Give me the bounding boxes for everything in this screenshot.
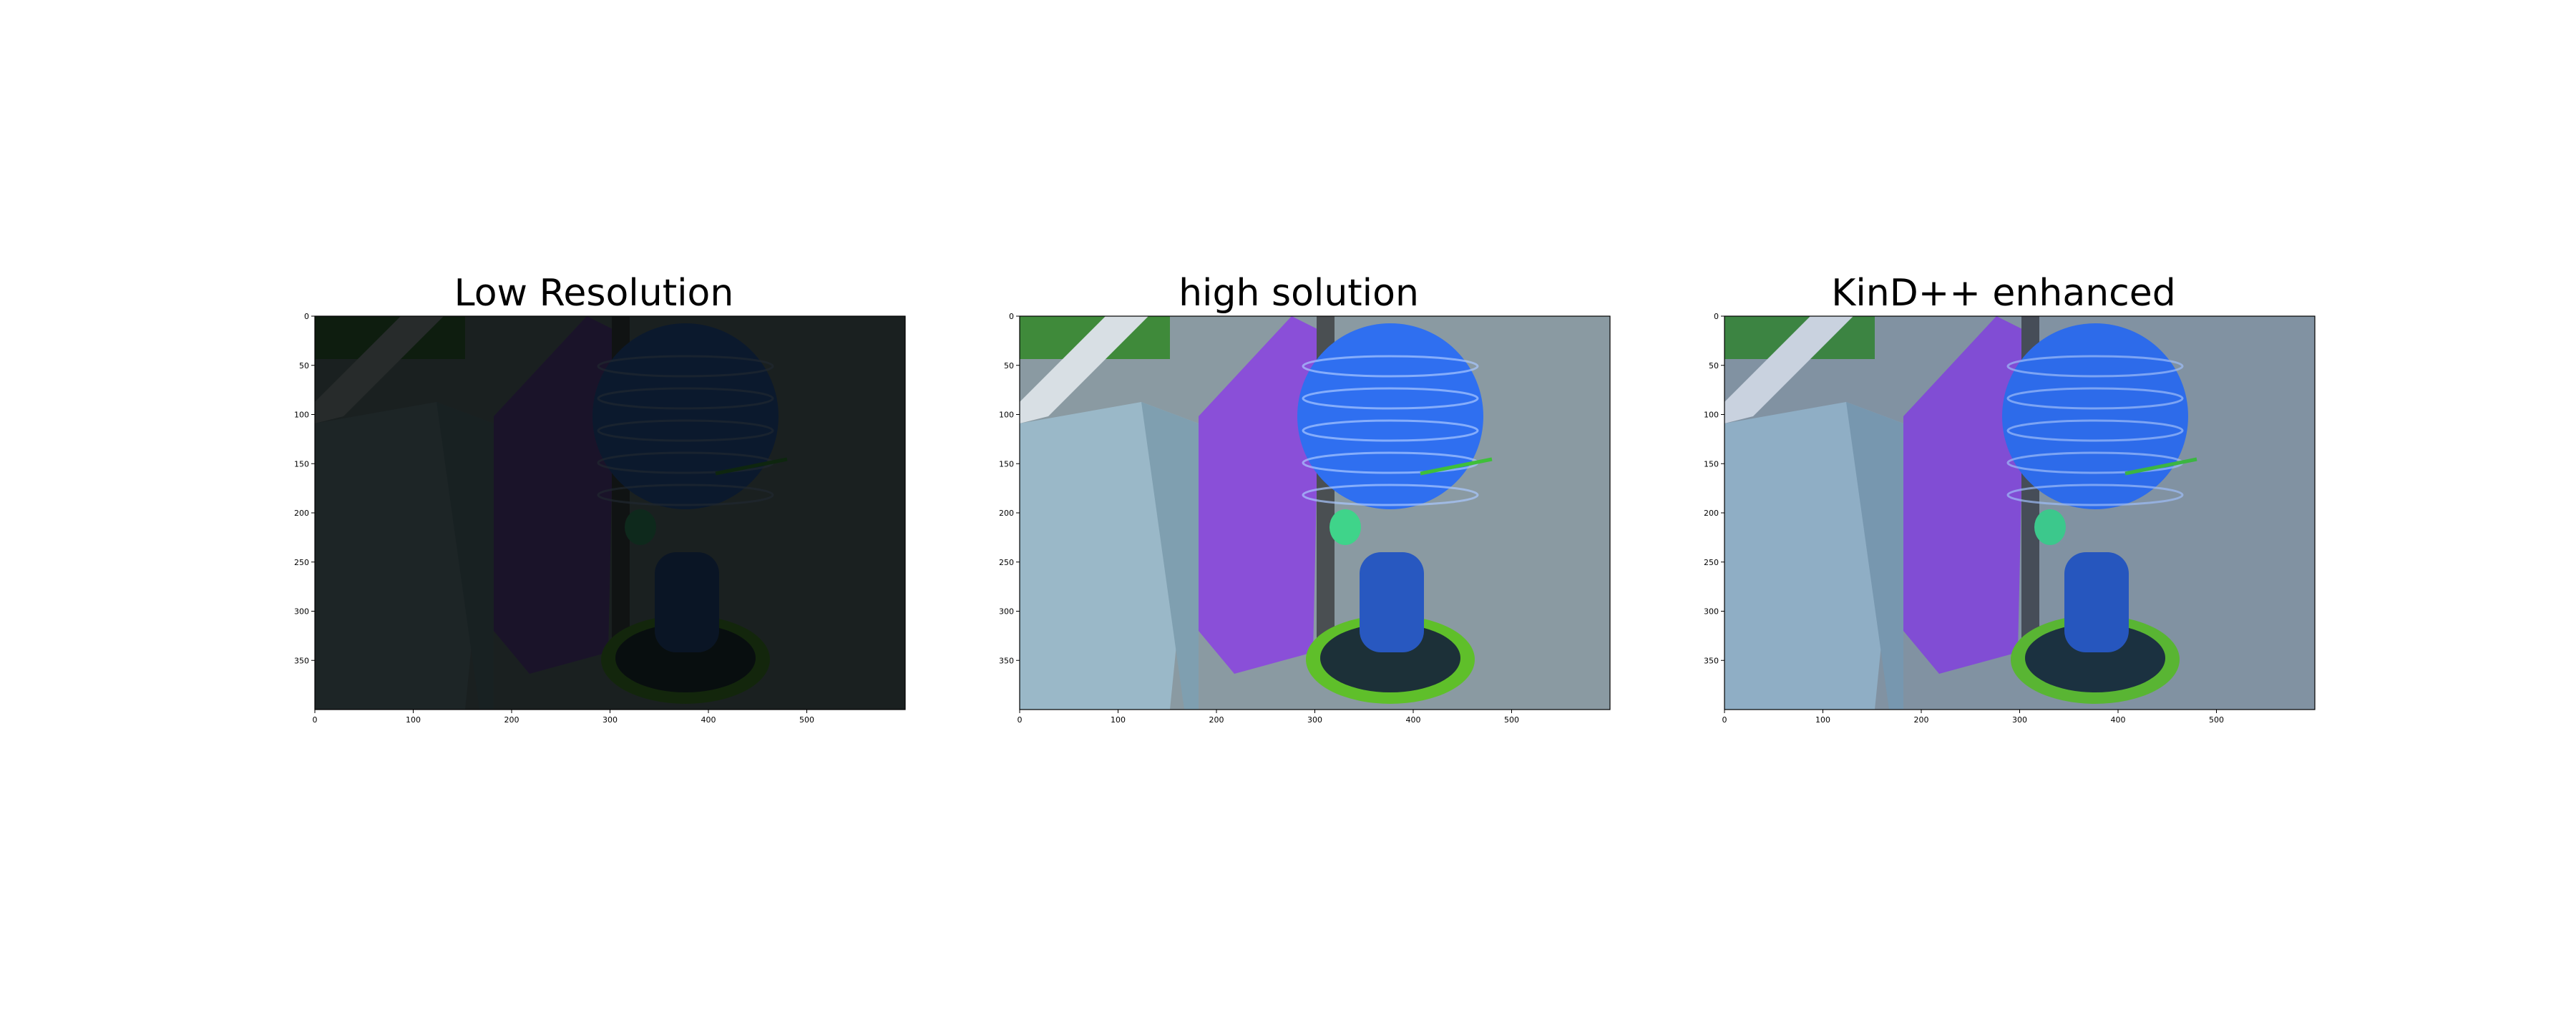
bottle-ring xyxy=(2006,419,2184,442)
y-tick-label: 350 xyxy=(294,656,309,665)
x-tick-label: 300 xyxy=(2012,715,2027,725)
x-tick-label: 500 xyxy=(2209,715,2224,725)
panel-kind-enhanced: KinD++ enhanced 0 100 200 300 400 500 0 50 100 15… xyxy=(1703,272,2316,725)
x-tick-label: 100 xyxy=(1111,715,1126,725)
panel-high-solution: high solution 0 100 200 300 400 500 0 50 100 150 2… xyxy=(998,272,1611,725)
x-tick-label: 200 xyxy=(1209,715,1224,725)
y-tick-label: 300 xyxy=(294,607,309,617)
bottle-base xyxy=(2064,552,2129,652)
enhanced-photo: 0 100 200 300 400 500 0 50 100 150 200 250 300 350 xyxy=(1704,312,2316,725)
x-tick-label: 0 xyxy=(313,715,318,725)
green-stem xyxy=(2124,457,2197,476)
y-tick-label: 100 xyxy=(999,411,1014,420)
panel-title: Low Resolution xyxy=(454,272,734,315)
purple-box xyxy=(1199,316,1320,674)
x-tick-label: 0 xyxy=(1018,715,1023,725)
tray-pebbles xyxy=(2025,624,2165,692)
bottle-ring xyxy=(1302,355,1479,378)
bottle-ring xyxy=(2006,484,2184,506)
bottle-base xyxy=(1360,552,1424,652)
x-tick-label: 500 xyxy=(1504,715,1519,725)
x-tick-label: 400 xyxy=(701,715,716,725)
y-tick-label: 300 xyxy=(1704,607,1719,617)
green-leaf xyxy=(2034,509,2066,545)
y-tick-label: 50 xyxy=(1004,361,1014,371)
blue-bottle xyxy=(1297,323,1483,509)
bottle-ring xyxy=(2006,387,2184,410)
x-tick-label: 500 xyxy=(799,715,814,725)
axes: 0 100 200 300 400 500 0 50 100 150 200 250 300 350 xyxy=(999,312,1611,725)
y-tick-label: 100 xyxy=(1704,411,1719,420)
y-tick-label: 150 xyxy=(294,459,309,469)
y-tick-label: 250 xyxy=(294,558,309,567)
box-shadow-side xyxy=(1846,402,1903,710)
tray-pebbles xyxy=(1320,624,1460,692)
bottle-ring xyxy=(1302,387,1479,410)
y-tick-label: 50 xyxy=(299,361,309,371)
box-lid-edge xyxy=(1020,316,1148,423)
x-tick-label: 300 xyxy=(602,715,618,725)
image-plot: 0 100 200 300 400 500 0 50 100 150 200 250 300 350 xyxy=(294,312,906,725)
y-tick-label: 350 xyxy=(999,656,1014,665)
image-plot: 0 100 200 300 400 500 0 50 100 150 200 250 300 350 xyxy=(1704,312,2316,725)
x-tick-label: 100 xyxy=(1815,715,1830,725)
darkening-overlay xyxy=(315,316,905,710)
x-tick-label: 100 xyxy=(406,715,421,725)
y-tick-label: 200 xyxy=(999,509,1014,518)
y-tick-label: 250 xyxy=(1704,558,1719,567)
bottle-ring xyxy=(1302,484,1479,506)
x-tick-label: 200 xyxy=(1914,715,1929,725)
green-leaf xyxy=(1330,509,1361,545)
image-plot: 0 100 200 300 400 500 0 50 100 150 200 250 300 350 xyxy=(999,312,1611,725)
y-tick-label: 350 xyxy=(1704,656,1719,665)
purple-box xyxy=(1903,316,2025,674)
scene-content xyxy=(1020,316,1610,710)
green-stem xyxy=(1420,457,1493,476)
ground-truth-photo: 0 100 200 300 400 500 0 50 100 150 200 250 300 350 xyxy=(999,312,1611,725)
y-tick-label: 150 xyxy=(1704,459,1719,469)
panel-low-resolution: Low Resolution 0 100 200 300 400 500 0 50 100 150… xyxy=(293,272,906,725)
x-tick-label: 200 xyxy=(504,715,519,725)
y-tick-label: 250 xyxy=(999,558,1014,567)
scene-content xyxy=(315,316,905,710)
axes: 0 100 200 300 400 500 0 50 100 150 200 250 300 350 xyxy=(294,312,906,725)
bottle-ring xyxy=(2006,355,2184,378)
y-tick-label: 200 xyxy=(1704,509,1719,518)
y-tick-label: 150 xyxy=(999,459,1014,469)
y-tick-label: 0 xyxy=(1009,312,1014,321)
y-tick-label: 50 xyxy=(1709,361,1719,371)
scene-content xyxy=(1724,316,2315,710)
blue-bottle xyxy=(2002,323,2188,509)
box-shadow-side xyxy=(1141,402,1199,710)
y-tick-label: 0 xyxy=(1714,312,1719,321)
y-tick-label: 300 xyxy=(999,607,1014,617)
box-lid-edge xyxy=(1724,316,1853,423)
y-tick-label: 100 xyxy=(294,411,309,420)
low-light-photo: 0 100 200 300 400 500 0 50 100 150 200 250 300 350 xyxy=(294,312,906,725)
x-tick-label: 400 xyxy=(2111,715,2126,725)
y-tick-label: 200 xyxy=(294,509,309,518)
panel-title: KinD++ enhanced xyxy=(1831,272,2176,315)
axes: 0 100 200 300 400 500 0 50 100 150 200 250 300 350 xyxy=(1704,312,2316,725)
panel-title: high solution xyxy=(1179,272,1419,315)
x-tick-label: 0 xyxy=(1722,715,1727,725)
x-tick-label: 300 xyxy=(1307,715,1322,725)
color-cast-overlay xyxy=(1724,316,2315,710)
x-tick-label: 400 xyxy=(1406,715,1421,725)
bottle-ring xyxy=(1302,419,1479,442)
y-tick-label: 0 xyxy=(304,312,309,321)
